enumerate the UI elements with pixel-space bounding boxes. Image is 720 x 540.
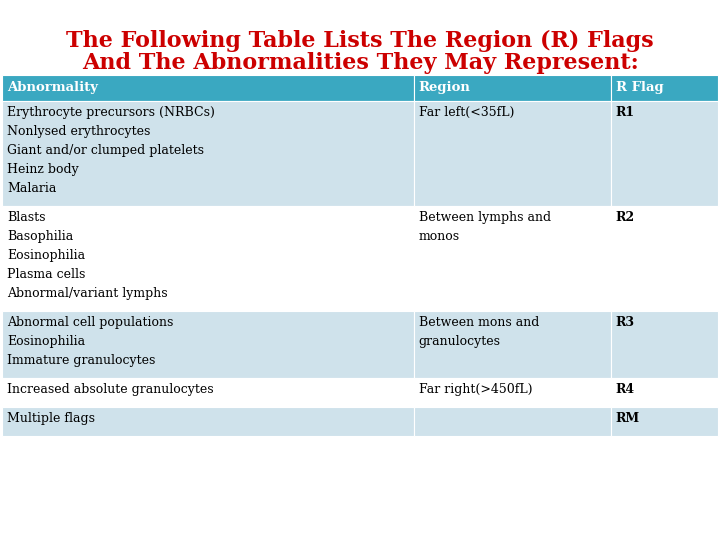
Text: Multiple flags: Multiple flags — [7, 412, 95, 425]
Text: Nonlysed erythrocytes: Nonlysed erythrocytes — [7, 125, 150, 138]
Bar — [2, 101, 414, 206]
Text: RM: RM — [616, 412, 640, 425]
Text: Region: Region — [419, 82, 471, 94]
Bar — [2, 407, 414, 436]
Text: R4: R4 — [616, 383, 635, 396]
Bar — [414, 75, 611, 101]
Text: Abnormal/variant lymphs: Abnormal/variant lymphs — [7, 287, 168, 300]
Text: Erythrocyte precursors (NRBCs): Erythrocyte precursors (NRBCs) — [7, 106, 215, 119]
Text: Basophilia: Basophilia — [7, 230, 73, 243]
Text: granulocytes: granulocytes — [419, 335, 500, 348]
Text: The Following Table Lists The Region (R) Flags: The Following Table Lists The Region (R)… — [66, 30, 654, 52]
Bar — [414, 311, 611, 378]
Text: Plasma cells: Plasma cells — [7, 268, 86, 281]
Text: monos: monos — [419, 230, 460, 243]
Text: Heinz body: Heinz body — [7, 163, 78, 176]
Text: Malaria: Malaria — [7, 182, 56, 195]
Text: Eosinophilia: Eosinophilia — [7, 249, 85, 262]
Bar — [2, 75, 414, 101]
Text: Between mons and: Between mons and — [419, 316, 539, 329]
Bar — [2, 311, 414, 378]
Bar — [611, 407, 718, 436]
Text: Between lymphs and: Between lymphs and — [419, 211, 551, 224]
Text: Increased absolute granulocytes: Increased absolute granulocytes — [7, 383, 214, 396]
Text: Giant and/or clumped platelets: Giant and/or clumped platelets — [7, 144, 204, 157]
Bar — [414, 206, 611, 311]
Text: R2: R2 — [616, 211, 635, 224]
Text: Far right(>450fL): Far right(>450fL) — [419, 383, 532, 396]
Bar — [414, 407, 611, 436]
Bar — [611, 378, 718, 407]
Text: Abnormality: Abnormality — [7, 82, 98, 94]
Text: R Flag: R Flag — [616, 82, 663, 94]
Text: R1: R1 — [616, 106, 635, 119]
Bar — [2, 378, 414, 407]
Text: R3: R3 — [616, 316, 634, 329]
Text: Blasts: Blasts — [7, 211, 45, 224]
Bar — [611, 75, 718, 101]
Bar — [611, 311, 718, 378]
Text: Immature granulocytes: Immature granulocytes — [7, 354, 156, 367]
Bar — [611, 206, 718, 311]
Text: Abnormal cell populations: Abnormal cell populations — [7, 316, 174, 329]
Bar — [414, 101, 611, 206]
Text: Eosinophilia: Eosinophilia — [7, 335, 85, 348]
Text: And The Abnormalities They May Represent:: And The Abnormalities They May Represent… — [81, 52, 639, 74]
Bar — [414, 378, 611, 407]
Bar — [611, 101, 718, 206]
Bar — [2, 206, 414, 311]
Text: Far left(<35fL): Far left(<35fL) — [419, 106, 514, 119]
